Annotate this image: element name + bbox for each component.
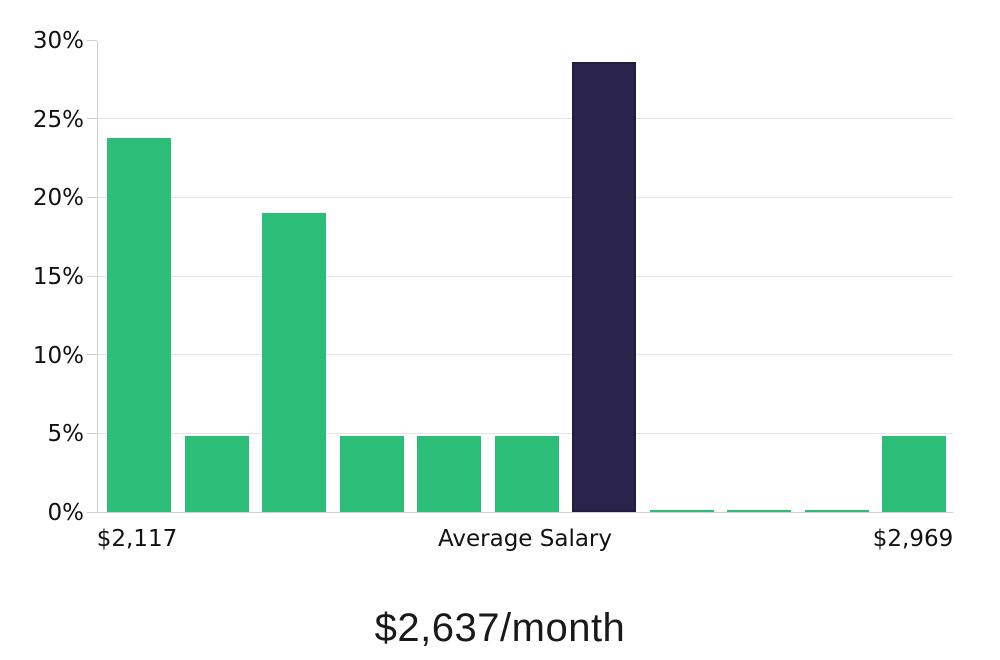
gridline-25pct — [98, 118, 953, 120]
gridline-10pct — [98, 354, 953, 356]
y-tick-mark — [87, 512, 97, 513]
y-tick-mark — [87, 39, 97, 41]
y-tick-label: 15% — [32, 264, 84, 290]
x-label-average-salary: Average Salary — [437, 526, 613, 552]
y-tick-label: 20% — [32, 185, 84, 212]
y-tick-label: 10% — [32, 342, 84, 369]
x-label-max-salary: $2,969 — [872, 526, 954, 552]
bar[interactable] — [727, 510, 791, 512]
y-tick-label: 30% — [32, 28, 84, 54]
bar[interactable] — [494, 436, 559, 512]
bar[interactable] — [882, 436, 946, 512]
bar[interactable] — [417, 436, 481, 512]
plot-area — [87, 39, 953, 513]
y-tick-label: 25% — [32, 106, 84, 133]
bar[interactable] — [339, 436, 404, 512]
bar[interactable] — [804, 510, 869, 512]
y-axis: 0% 5% 10% 15% 20% 25% 30% — [0, 28, 85, 526]
bar[interactable] — [262, 213, 326, 512]
y-tick-label: 5% — [47, 421, 85, 448]
gridline-15pct — [98, 275, 953, 277]
y-tick-label: 0% — [47, 500, 85, 526]
x-axis: $2,117 Average Salary $2,969 — [97, 526, 953, 556]
y-tick-mark — [87, 118, 97, 120]
bar-average-salary-bin[interactable] — [572, 62, 636, 512]
bar[interactable] — [649, 510, 714, 512]
bar[interactable] — [184, 436, 249, 512]
y-tick-mark — [87, 196, 97, 198]
average-salary-title: $2,637/month — [374, 606, 626, 650]
y-tick-mark — [87, 275, 97, 277]
gridline-5pct — [98, 432, 953, 434]
y-tick-mark — [87, 432, 97, 434]
y-tick-mark — [87, 354, 97, 356]
x-label-min-salary: $2,117 — [96, 526, 178, 552]
bar[interactable] — [107, 137, 171, 512]
gridline-20pct — [98, 196, 953, 198]
